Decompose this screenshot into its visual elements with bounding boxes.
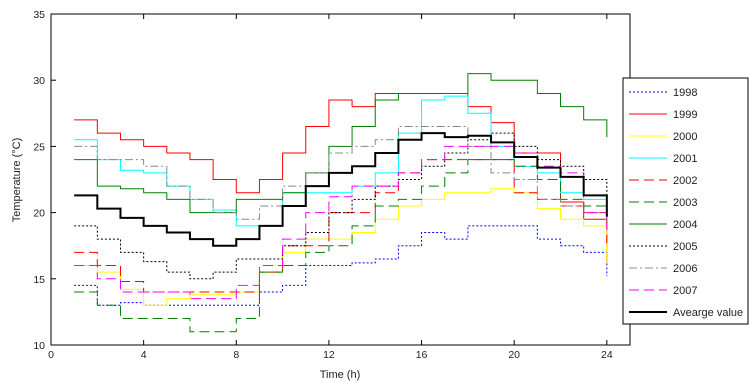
- legend-label-2: 1999: [673, 109, 697, 121]
- legend: 1998 1999 2000 2001 2002 2003 2004 2005 2006 2007…: [622, 77, 749, 325]
- legend-label-1: 1998: [673, 87, 697, 99]
- y-tick-label: 35: [33, 9, 45, 21]
- series-layer: [74, 73, 608, 333]
- x-tick-label: 4: [141, 349, 147, 361]
- legend-label-11: Avearge value: [673, 307, 743, 319]
- series-line-1: [74, 225, 608, 306]
- series-line-6: [74, 159, 608, 333]
- y-tick-label: 20: [33, 208, 45, 220]
- x-tick-label: 8: [233, 349, 239, 361]
- plot-area: [51, 14, 630, 345]
- series-line-10: [74, 145, 608, 300]
- y-tick-label: 15: [33, 274, 45, 286]
- x-tick-label: 20: [508, 349, 520, 361]
- x-tick-label: 12: [323, 349, 335, 361]
- y-axis-label: Temperature (°C): [11, 138, 23, 222]
- y-tick-label: 30: [33, 75, 45, 87]
- legend-label-10: 2007: [673, 285, 697, 297]
- series-line-9: [74, 126, 608, 230]
- legend-label-4: 2001: [673, 153, 697, 165]
- series-line-3: [74, 188, 608, 306]
- legend-label-7: 2004: [673, 219, 697, 231]
- legend-box: [622, 77, 749, 325]
- series-line-11: [74, 132, 608, 247]
- x-tick-label: 24: [601, 349, 613, 361]
- legend-label-9: 2006: [673, 263, 697, 275]
- x-axis-label: Time (h): [320, 369, 361, 381]
- legend-label-8: 2005: [673, 241, 697, 253]
- y-tick-label: 25: [33, 141, 45, 153]
- legend-label-6: 2003: [673, 197, 697, 209]
- legend-label-5: 2002: [673, 175, 697, 187]
- x-ticks: 0 4 8 12 16 20 24: [48, 14, 613, 361]
- y-tick-label: 10: [33, 340, 45, 352]
- x-tick-label: 16: [416, 349, 428, 361]
- x-tick-label: 0: [48, 349, 54, 361]
- legend-label-3: 2000: [673, 131, 697, 143]
